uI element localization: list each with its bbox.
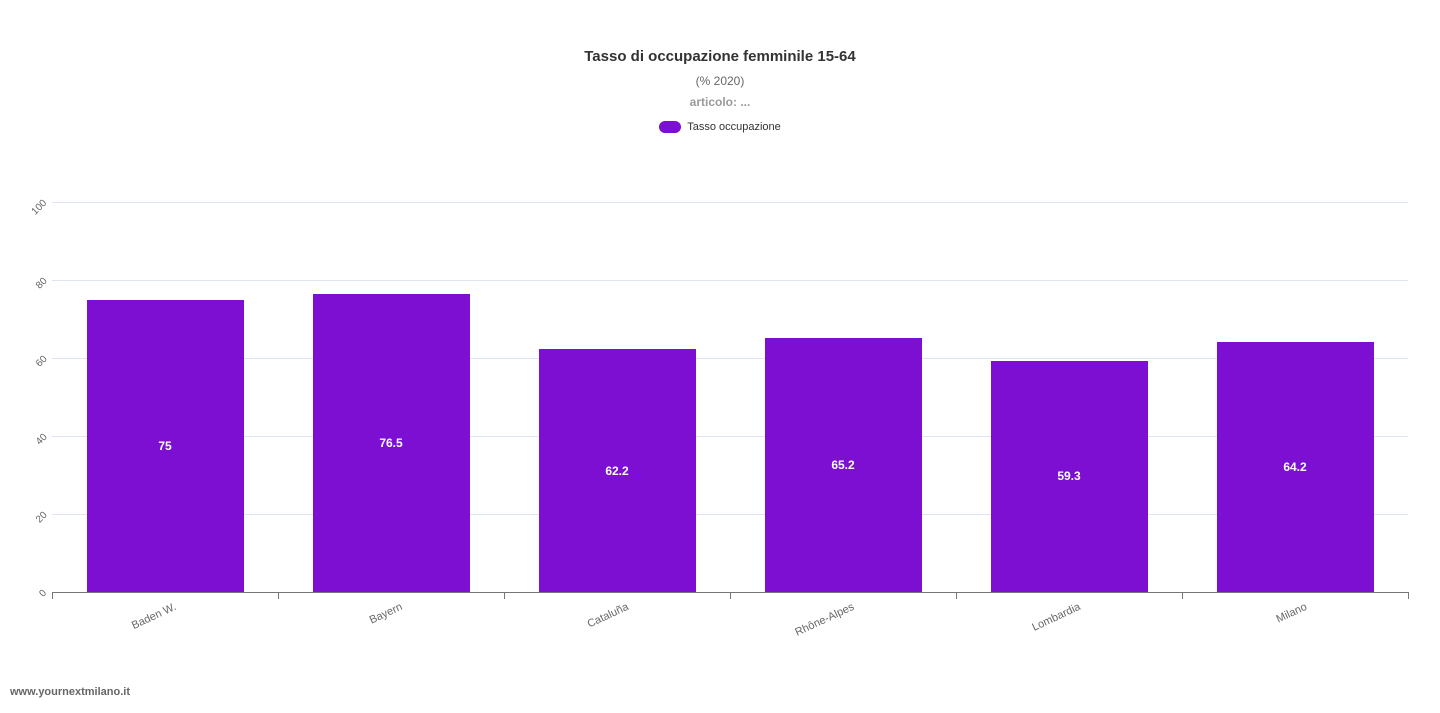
y-axis-label: 60 — [33, 353, 50, 370]
x-axis-tick — [504, 593, 505, 599]
x-axis-tick — [52, 593, 53, 599]
x-axis-label: Baden W. — [130, 600, 179, 632]
bar-value-label: 76.5 — [379, 435, 403, 450]
x-axis-label: Rhône-Alpes — [793, 600, 857, 639]
bar[interactable] — [1216, 341, 1374, 592]
gridline — [52, 436, 1408, 437]
legend-swatch-icon — [659, 121, 682, 133]
chart-subtitle: (% 2020) — [695, 74, 745, 88]
x-axis-label: Bayern — [367, 600, 405, 627]
y-axis-label: 20 — [33, 509, 50, 526]
legend-label: Tasso occupazione — [687, 121, 781, 133]
credits-link[interactable]: www.yournextmilano.it — [10, 686, 130, 698]
x-axis-tick — [1182, 593, 1183, 599]
bar[interactable] — [538, 349, 696, 592]
y-axis-label: 40 — [33, 431, 50, 448]
chart-title: Tasso di occupazione femminile 15-64 — [584, 48, 856, 65]
bar[interactable] — [990, 360, 1148, 592]
gridline — [52, 280, 1408, 281]
bar-value-label: 62.2 — [605, 463, 629, 478]
chart-caption: articolo: ... — [689, 95, 751, 109]
gridline — [52, 358, 1408, 359]
y-axis-label: 80 — [33, 275, 50, 292]
x-axis-line — [52, 592, 1409, 593]
bar-value-label: 75 — [158, 438, 172, 453]
legend-item[interactable]: Tasso occupazione — [0, 121, 1440, 133]
x-axis-tick — [956, 593, 957, 599]
x-axis-tick — [1408, 593, 1409, 599]
y-axis-label: 0 — [37, 587, 50, 600]
bar-value-label: 64.2 — [1283, 459, 1307, 474]
bar-value-label: 59.3 — [1057, 469, 1081, 484]
x-axis-tick — [730, 593, 731, 599]
bar-value-label: 65.2 — [831, 457, 855, 472]
bar[interactable] — [312, 293, 470, 592]
y-axis-label: 100 — [29, 197, 50, 218]
x-axis-label: Milano — [1274, 600, 1309, 626]
gridline — [52, 514, 1408, 515]
gridline — [52, 202, 1408, 203]
x-axis-label: Lombardia — [1030, 600, 1083, 634]
bar[interactable] — [764, 337, 922, 592]
x-axis-tick — [278, 593, 279, 599]
x-axis-label: Cataluña — [585, 600, 631, 631]
bar[interactable] — [86, 299, 244, 592]
